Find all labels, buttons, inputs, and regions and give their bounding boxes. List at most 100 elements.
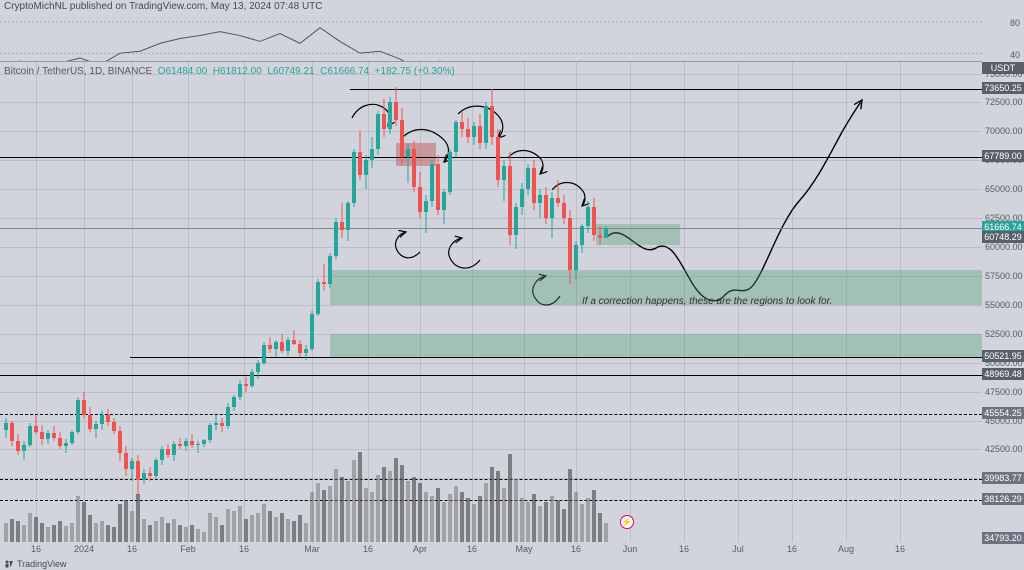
ohlc-o: O61484.00 <box>158 66 208 77</box>
volume-bar <box>16 521 20 542</box>
ohlc-l: L60749.21 <box>267 66 314 77</box>
volume-bar <box>496 471 500 542</box>
volume-bar <box>184 527 188 542</box>
price-tick: 72500.00 <box>982 96 1024 108</box>
time-tick: 16 <box>127 544 137 554</box>
time-tick: May <box>515 544 532 554</box>
gridline <box>0 421 982 422</box>
volume-bar <box>226 509 230 542</box>
volume-bar <box>454 486 458 543</box>
volume-bar <box>370 492 374 542</box>
volume-bar <box>412 477 416 542</box>
hline <box>0 414 982 415</box>
volume-bar <box>514 479 518 542</box>
volume-bar <box>478 496 482 542</box>
time-tick: Apr <box>413 544 427 554</box>
time-tick: 16 <box>363 544 373 554</box>
hline <box>350 89 982 90</box>
time-tick: Jul <box>732 544 744 554</box>
volume-bar <box>88 515 92 542</box>
vgridline <box>188 62 189 542</box>
price-tag: 48969.48 <box>982 368 1024 380</box>
volume-bar <box>292 521 296 542</box>
time-tick: 16 <box>467 544 477 554</box>
time-tick: 16 <box>787 544 797 554</box>
volume-bar <box>430 496 434 542</box>
volume-bar <box>544 502 548 542</box>
volume-bar <box>76 496 80 542</box>
volume-bar <box>136 494 140 542</box>
volume-bar <box>388 471 392 542</box>
volume-bar <box>64 526 68 542</box>
volume-bar <box>328 486 332 543</box>
volume-bar <box>562 509 566 542</box>
volume-bar <box>568 469 572 542</box>
volume-bar <box>130 511 134 542</box>
volume-bar <box>382 467 386 542</box>
rsi-tick-40: 40 <box>1010 50 1020 60</box>
gridline <box>0 392 982 393</box>
volume-bar <box>556 500 560 542</box>
main-chart-pane[interactable]: Bitcoin / TetherUS, 1D, BINANCE O61484.0… <box>0 62 982 542</box>
price-tag: 34793.20 <box>982 532 1024 544</box>
volume-bar <box>424 492 428 542</box>
volume-bar <box>46 527 50 542</box>
ohlc-bar: Bitcoin / TetherUS, 1D, BINANCE O61484.0… <box>4 66 455 77</box>
ohlc-chg: +182.75 <box>375 66 411 77</box>
volume-bar <box>394 458 398 542</box>
ohlc-c: C61666.74 <box>320 66 369 77</box>
volume-bar <box>598 513 602 542</box>
price-tick: 65000.00 <box>982 183 1024 195</box>
volume-bar <box>40 523 44 542</box>
volume-bar <box>400 465 404 542</box>
price-tag: 73650.25 <box>982 82 1024 94</box>
volume-bar <box>460 492 464 542</box>
gridline <box>0 218 982 219</box>
price-tag: 45554.25 <box>982 407 1024 419</box>
volume-bar <box>502 488 506 542</box>
volume-bar <box>286 519 290 542</box>
vgridline <box>84 62 85 542</box>
rsi-tick-80: 80 <box>1010 18 1020 28</box>
gridline <box>0 305 982 306</box>
vgridline <box>36 62 37 542</box>
price-tick: 57500.00 <box>982 270 1024 282</box>
volume-bar <box>442 502 446 542</box>
volume-bar <box>280 513 284 542</box>
volume-bar <box>304 523 308 542</box>
volume-bar <box>418 483 422 542</box>
hline <box>0 228 982 229</box>
price-tick: 70000.00 <box>982 125 1024 137</box>
price-axis[interactable]: USDT75000.0072500.0070000.0067500.006500… <box>982 62 1024 542</box>
time-tick: Feb <box>180 544 196 554</box>
price-tick: 75000.00 <box>982 68 1024 80</box>
gridline <box>0 247 982 248</box>
time-axis[interactable]: 16202416Feb16Mar16Apr16May16Jun16Jul16Au… <box>0 542 982 558</box>
volume-bar <box>550 496 554 542</box>
ohlc-h: H61812.00 <box>213 66 262 77</box>
price-tick: 42500.00 <box>982 443 1024 455</box>
time-tick: 16 <box>679 544 689 554</box>
annotation-text: If a correction happens, these are the r… <box>582 296 832 307</box>
volume-bar <box>148 525 152 542</box>
volume-bar <box>316 483 320 542</box>
volume-bar <box>538 506 542 542</box>
volume-bar <box>586 498 590 542</box>
volume-bar <box>580 504 584 542</box>
volume-bar <box>214 517 218 542</box>
gridline <box>0 160 982 161</box>
price-tick: 47500.00 <box>982 386 1024 398</box>
volume-bar <box>592 490 596 542</box>
symbol: Bitcoin / TetherUS, 1D, BINANCE <box>4 66 152 77</box>
volume-bar <box>4 523 8 542</box>
volume-bar <box>346 481 350 542</box>
rsi-pane <box>0 14 982 62</box>
gridline <box>0 189 982 190</box>
volume-bar <box>334 469 338 542</box>
lightning-icon[interactable]: ⚡ <box>620 515 634 529</box>
footer-text: TradingView <box>17 559 67 569</box>
volume-bar <box>34 517 38 542</box>
hline <box>0 157 982 158</box>
volume-bar <box>94 523 98 542</box>
volume-bar <box>196 529 200 542</box>
